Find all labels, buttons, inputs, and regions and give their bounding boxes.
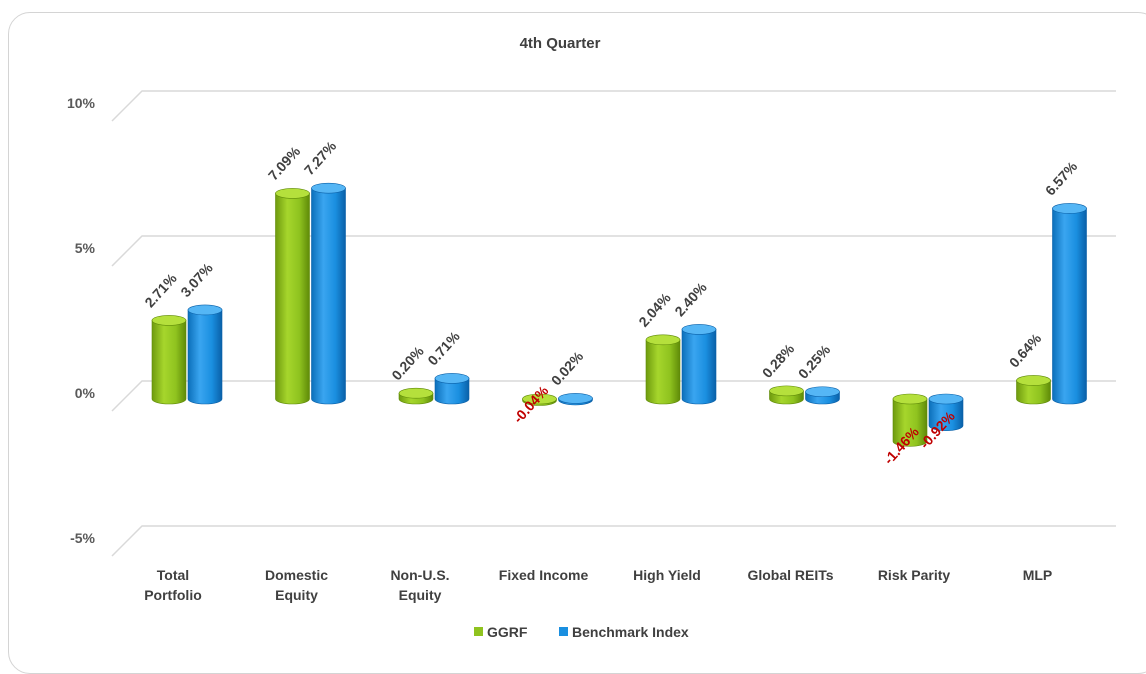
category-label: Equity — [275, 587, 318, 603]
gridline — [111, 525, 1116, 557]
bar-cap — [151, 315, 187, 326]
bar-body — [275, 193, 310, 405]
category-label: Domestic — [265, 567, 328, 583]
data-label: 2.40% — [671, 279, 710, 320]
bar-cap — [275, 188, 310, 199]
bar-ggrf — [522, 393, 557, 406]
data-label: 0.64% — [1006, 330, 1045, 371]
bar-benchmark — [187, 304, 223, 405]
bar-ggrf — [275, 188, 310, 405]
bar-benchmark — [1052, 203, 1087, 405]
bar-body — [187, 309, 223, 405]
bar-benchmark — [681, 324, 717, 405]
bar-body — [892, 398, 928, 447]
data-label: 0.25% — [795, 341, 834, 382]
bar-cap — [681, 324, 717, 335]
bar-ggrf — [398, 387, 434, 405]
category-label: Fixed Income — [499, 567, 589, 583]
data-label: 3.07% — [177, 259, 216, 300]
data-label: 2.04% — [635, 289, 674, 330]
gridline — [111, 380, 1116, 412]
gridline — [111, 235, 1116, 267]
bar-cap — [892, 393, 928, 405]
category-label: Portfolio — [144, 587, 202, 603]
data-label: 0.71% — [424, 328, 463, 369]
bar-benchmark — [434, 373, 470, 405]
bar-cap — [434, 373, 470, 384]
bar-cap — [558, 393, 593, 404]
bar-cap — [398, 387, 434, 399]
bar-benchmark — [558, 393, 593, 406]
y-tick-label: 10% — [67, 95, 96, 111]
gridline — [111, 90, 1116, 122]
bar-chart: 4th Quarter 10% 5% 0% -5% 2.71%3.07% 7.09%7.… — [67, 35, 1116, 640]
bar-benchmark — [311, 182, 346, 405]
category-label: Risk Parity — [878, 567, 951, 583]
bar-cap — [769, 385, 804, 397]
bar-ggrf — [769, 385, 804, 405]
legend-label-ggrf: GGRF — [487, 624, 528, 640]
bars — [151, 182, 1087, 447]
data-label: 0.02% — [548, 348, 587, 389]
bar-ggrf — [645, 334, 681, 405]
bar-body — [681, 329, 717, 405]
bar-ggrf — [151, 315, 187, 405]
data-label: 2.71% — [141, 270, 180, 311]
category-labels: Total Portfolio Domestic Equity Non-U.S. Equi… — [144, 567, 1052, 603]
legend-swatch-benchmark — [559, 627, 568, 636]
y-axis-ticks: 10% 5% 0% -5% — [67, 95, 96, 546]
bar-cap — [1052, 203, 1087, 214]
bar-benchmark — [928, 393, 964, 431]
bar-cap — [928, 393, 964, 405]
y-tick-label: 0% — [75, 385, 96, 401]
bar-ggrf — [892, 393, 928, 447]
bar-body — [928, 398, 964, 431]
bar-body — [311, 187, 346, 405]
bar-body — [1016, 380, 1051, 405]
category-label: High Yield — [633, 567, 701, 583]
bar-body — [1052, 208, 1087, 405]
data-label: 0.20% — [388, 343, 427, 384]
chart-title: 4th Quarter — [520, 35, 601, 52]
y-tick-label: -5% — [70, 530, 95, 546]
legend-label-benchmark: Benchmark Index — [572, 624, 689, 640]
category-label: Non-U.S. — [390, 567, 449, 583]
category-label: Equity — [399, 587, 442, 603]
data-label: 0.28% — [759, 340, 798, 381]
bar-cap — [311, 182, 346, 194]
bar-body — [645, 339, 681, 405]
bar-cap — [522, 393, 557, 405]
category-label: Global REITs — [747, 567, 833, 583]
legend-swatch-ggrf — [474, 627, 483, 636]
bar-cap — [1016, 375, 1051, 386]
bar-cap — [805, 386, 840, 398]
category-label: Total — [157, 567, 189, 583]
data-label: 7.27% — [301, 138, 340, 179]
legend: GGRF Benchmark Index — [474, 624, 689, 640]
bar-cap — [187, 304, 223, 316]
data-label: 6.57% — [1042, 158, 1081, 199]
bar-benchmark — [805, 386, 840, 405]
category-label: MLP — [1023, 567, 1053, 583]
bar-body — [434, 378, 470, 405]
gridlines — [111, 90, 1116, 557]
data-label: 7.09% — [265, 143, 304, 184]
bar-cap — [645, 334, 681, 346]
bar-body — [151, 320, 187, 405]
bar-ggrf — [1016, 375, 1051, 405]
y-tick-label: 5% — [75, 240, 96, 256]
